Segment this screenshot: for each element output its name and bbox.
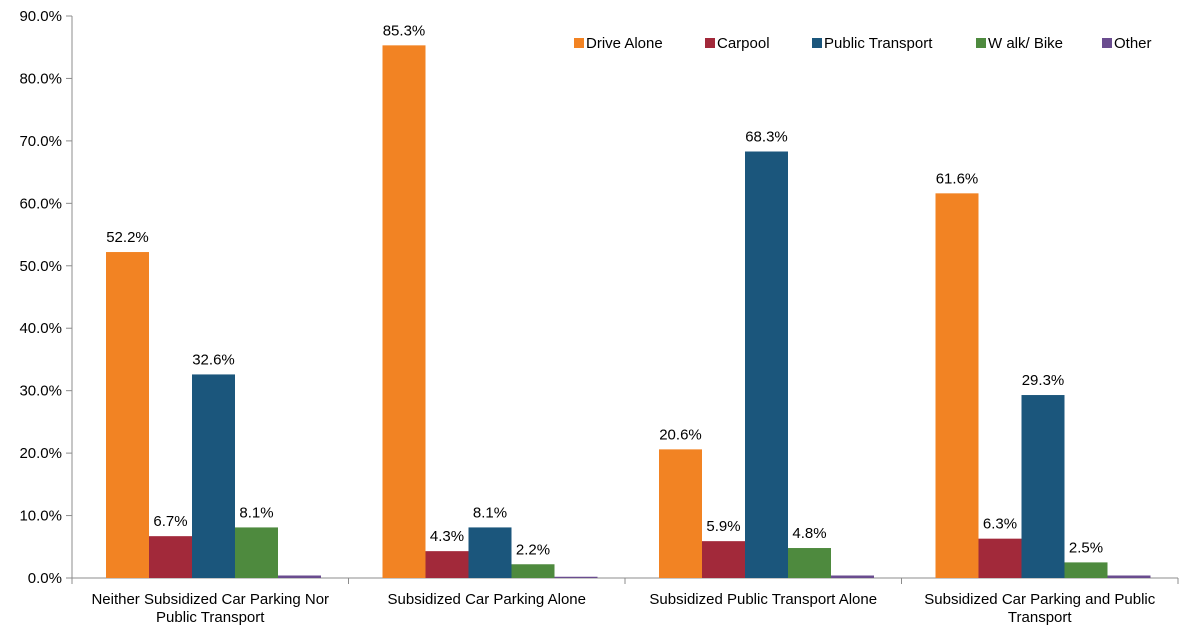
data-label: 8.1% <box>473 504 507 521</box>
data-label: 4.3% <box>430 528 464 545</box>
data-label: 2.2% <box>516 541 550 558</box>
y-tick-label: 80.0% <box>19 70 62 87</box>
bar <box>192 374 235 578</box>
data-label: 5.9% <box>706 518 740 535</box>
x-category-label: Subsidized Car Parking and Public Transpo… <box>924 591 1155 626</box>
data-label: 4.8% <box>792 525 826 542</box>
x-category-label-line: Subsidized Public Transport Alone <box>649 591 877 608</box>
legend-swatch <box>1102 38 1112 48</box>
data-label: 29.3% <box>1022 372 1065 389</box>
data-label: 8.1% <box>239 504 273 521</box>
data-label: 32.6% <box>192 351 235 368</box>
legend-swatch <box>812 38 822 48</box>
data-label: 6.7% <box>153 513 187 530</box>
bar <box>745 151 788 578</box>
bar <box>511 564 555 578</box>
bar <box>149 536 192 578</box>
x-category-label: Neither Subsidized Car Parking Nor Public… <box>91 591 329 626</box>
legend-swatch <box>574 38 584 48</box>
y-tick-label: 50.0% <box>19 258 62 275</box>
x-category-label-line: Public Transport <box>156 609 265 626</box>
legend-label: Other <box>1114 35 1152 52</box>
bar <box>831 575 874 578</box>
x-category-label: Subsidized Public Transport Alone <box>649 591 877 608</box>
data-label: 85.3% <box>383 22 426 39</box>
bar <box>278 575 321 578</box>
bar <box>659 449 702 578</box>
bar <box>978 538 1022 578</box>
y-tick-label: 10.0% <box>19 508 62 525</box>
bar <box>935 193 979 578</box>
data-label: 20.6% <box>659 426 702 443</box>
bar <box>1064 562 1108 578</box>
bar <box>425 551 469 578</box>
y-tick-label: 90.0% <box>19 8 62 25</box>
data-label: 52.2% <box>106 229 149 246</box>
legend-swatch <box>705 38 715 48</box>
y-tick-label: 40.0% <box>19 320 62 337</box>
bar <box>1107 575 1151 578</box>
data-label: 61.6% <box>936 170 979 187</box>
legend-label: Carpool <box>717 35 770 52</box>
data-label: 68.3% <box>745 129 788 146</box>
legend-label: W alk/ Bike <box>988 35 1063 52</box>
legend-label: Drive Alone <box>586 35 663 52</box>
x-category-label-line: Transport <box>1008 609 1072 626</box>
bar <box>382 45 426 579</box>
y-tick-label: 30.0% <box>19 383 62 400</box>
legend-label: Public Transport <box>824 35 933 52</box>
bar <box>554 576 598 578</box>
bar <box>235 527 278 578</box>
bar <box>468 527 512 578</box>
x-category-label-line: Subsidized Car Parking Alone <box>388 591 586 608</box>
bar <box>788 548 831 578</box>
y-tick-label: 60.0% <box>19 195 62 212</box>
x-axis: Neither Subsidized Car Parking Nor Public… <box>71 577 1179 626</box>
data-label: 2.5% <box>1069 539 1103 556</box>
x-category-label-line: Neither Subsidized Car Parking Nor <box>91 591 329 608</box>
legend-swatch <box>976 38 986 48</box>
x-category-label: Subsidized Car Parking Alone <box>388 591 586 608</box>
y-tick-label: 0.0% <box>28 570 62 587</box>
y-tick-label: 20.0% <box>19 445 62 462</box>
bars <box>106 45 1151 579</box>
x-category-label-line: Subsidized Car Parking and Public <box>924 591 1155 608</box>
bar <box>702 541 745 578</box>
y-axis: 0.0% 10.0% 20.0% 30.0% 40.0% 50.0% 60.0% 70.0% 8… <box>19 8 73 587</box>
bar <box>1021 395 1065 578</box>
legend: Drive Alone Carpool Public Transport W alk/… <box>574 35 1152 52</box>
data-label: 6.3% <box>983 516 1017 533</box>
data-labels: 52.2% 85.3% 20.6% 61.6% 6.7% 4.3% 5.9% 6.3% 32.6… <box>106 22 1103 558</box>
bar <box>106 252 149 579</box>
y-tick-label: 70.0% <box>19 133 62 150</box>
